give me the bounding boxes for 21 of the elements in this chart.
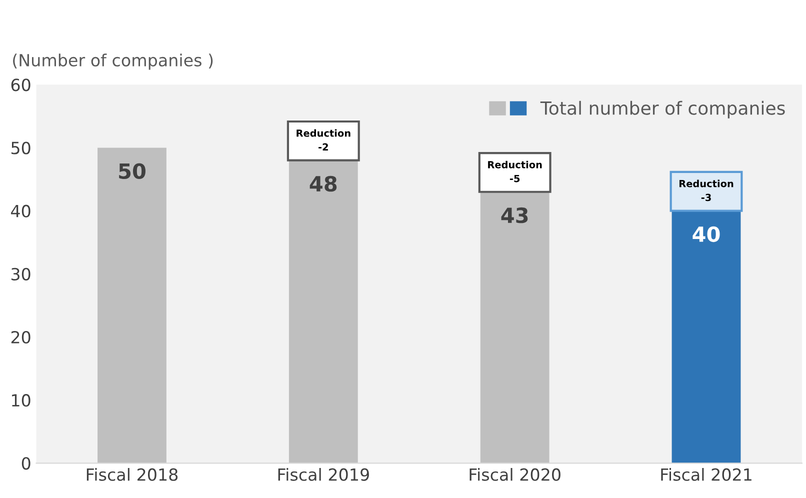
- legend-label: Total number of companies: [540, 100, 785, 118]
- y-tick-label: 60: [11, 78, 30, 92]
- y-tick-label: 30: [11, 268, 30, 280]
- x-tick-label: Fiscal 2018: [86, 468, 178, 481]
- data-label: 40: [692, 226, 720, 242]
- annotation: Reduction -3: [680, 180, 734, 202]
- bar: [98, 148, 166, 464]
- y-axis-title: (Number of companies ): [13, 54, 213, 70]
- data-label: 43: [501, 207, 528, 224]
- data-label: 50: [119, 163, 146, 180]
- x-tick-label: Fiscal 2020: [470, 468, 560, 481]
- data-label: 48: [310, 176, 337, 192]
- annotation: Reduction -2: [296, 129, 350, 151]
- y-tick-label: 40: [11, 204, 30, 218]
- y-tick-label: 10: [12, 394, 30, 407]
- y-tick-label: 0: [22, 457, 30, 470]
- y-tick-label: 50: [11, 142, 30, 154]
- x-tick-label: Fiscal 2019: [278, 468, 369, 481]
- annotation: Reduction -5: [488, 160, 542, 182]
- x-tick-label: Fiscal 2021: [661, 468, 752, 481]
- y-tick-label: 20: [11, 330, 30, 344]
